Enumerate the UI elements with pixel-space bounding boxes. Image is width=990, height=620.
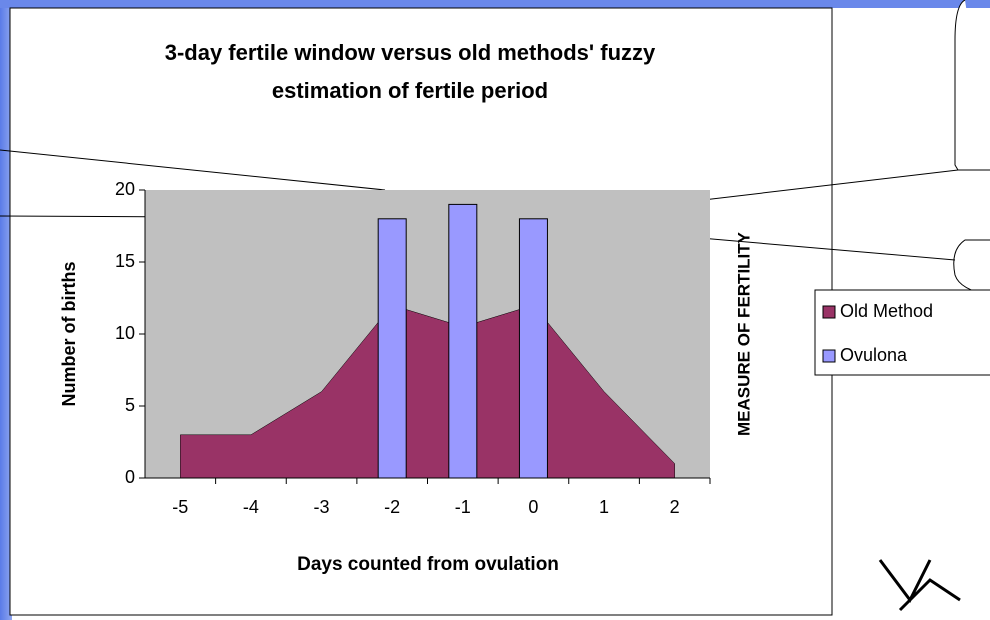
x-tick-label: -4 bbox=[243, 497, 259, 517]
bar bbox=[378, 219, 406, 478]
y-axis-title: Number of births bbox=[59, 261, 79, 406]
x-axis-title: Days counted from ovulation bbox=[297, 554, 559, 575]
bar bbox=[519, 219, 547, 478]
chart-title: 3-day fertile window versus old methods'… bbox=[130, 34, 690, 110]
y2-axis-title: MEASURE OF FERTILITY bbox=[734, 231, 753, 436]
callout bbox=[955, 0, 990, 170]
slide: Days counted from ovulation Number of bi… bbox=[0, 0, 990, 620]
bar bbox=[449, 204, 477, 478]
x-tick-label: -1 bbox=[455, 497, 471, 517]
x-tick-label: 2 bbox=[670, 497, 680, 517]
y-tick-label: 10 bbox=[115, 323, 135, 343]
legend-swatch bbox=[823, 306, 835, 318]
y-tick-label: 15 bbox=[115, 251, 135, 271]
x-tick-label: -3 bbox=[314, 497, 330, 517]
x-tick-label: -5 bbox=[172, 497, 188, 517]
x-tick-label: -2 bbox=[384, 497, 400, 517]
y-tick-label: 5 bbox=[125, 395, 135, 415]
y-tick-label: 0 bbox=[125, 467, 135, 487]
y-tick-label: 20 bbox=[115, 179, 135, 199]
legend-swatch bbox=[823, 350, 835, 362]
decoration bbox=[880, 560, 960, 610]
slide-band bbox=[0, 0, 990, 8]
legend-label: Old Method bbox=[840, 301, 933, 321]
callout bbox=[954, 240, 990, 295]
legend-label: Ovulona bbox=[840, 345, 908, 365]
x-tick-label: 1 bbox=[599, 497, 609, 517]
x-tick-label: 0 bbox=[528, 497, 538, 517]
